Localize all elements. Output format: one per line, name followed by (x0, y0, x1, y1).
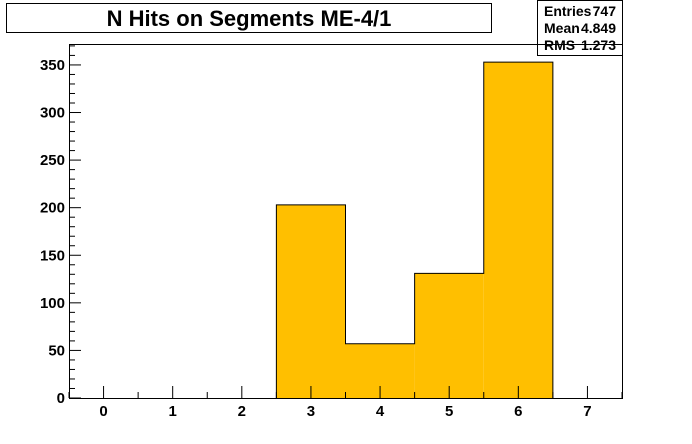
histogram-bars (275, 61, 554, 398)
y-tick-label-4: 200 (40, 200, 65, 217)
y-tick-label-0: 0 (57, 390, 65, 407)
x-tick-label-0: 0 (99, 403, 107, 420)
histogram-bar-0 (276, 204, 346, 398)
x-tick-label-3: 3 (307, 403, 315, 420)
x-tick-label-5: 5 (445, 403, 453, 420)
histogram-outline (275, 61, 554, 398)
chart-title: N Hits on Segments ME-4/1 (107, 6, 392, 31)
plot-frame (69, 44, 623, 399)
stats-entries-value: 747 (593, 3, 617, 19)
x-tick-label-4: 4 (376, 403, 385, 420)
axis-tick-labels: 0 1 2 3 4 5 6 7 0 50 100 150 200 250 300 350 (40, 57, 592, 420)
axes (69, 44, 623, 399)
y-tick-label-2: 100 (40, 295, 65, 312)
y-tick-label-7: 350 (40, 57, 65, 74)
y-tick-label-5: 250 (40, 152, 65, 169)
y-tick-label-1: 50 (48, 342, 65, 359)
y-tick-label-3: 150 (40, 247, 65, 264)
stats-entries-label: Entries (544, 3, 592, 19)
histogram-bar-3 (483, 62, 553, 398)
x-tick-label-2: 2 (238, 403, 246, 420)
x-tick-label-1: 1 (169, 403, 177, 420)
stats-mean-value: 4.849 (581, 20, 616, 36)
axis-ticks (68, 45, 623, 399)
stats-box (537, 0, 623, 56)
y-tick-label-6: 300 (40, 105, 65, 122)
x-tick-label-7: 7 (583, 403, 591, 420)
stats-mean-label: Mean (544, 20, 580, 36)
x-tick-label-6: 6 (514, 403, 522, 420)
histogram-bar-2 (414, 273, 484, 398)
title-box (6, 3, 492, 33)
